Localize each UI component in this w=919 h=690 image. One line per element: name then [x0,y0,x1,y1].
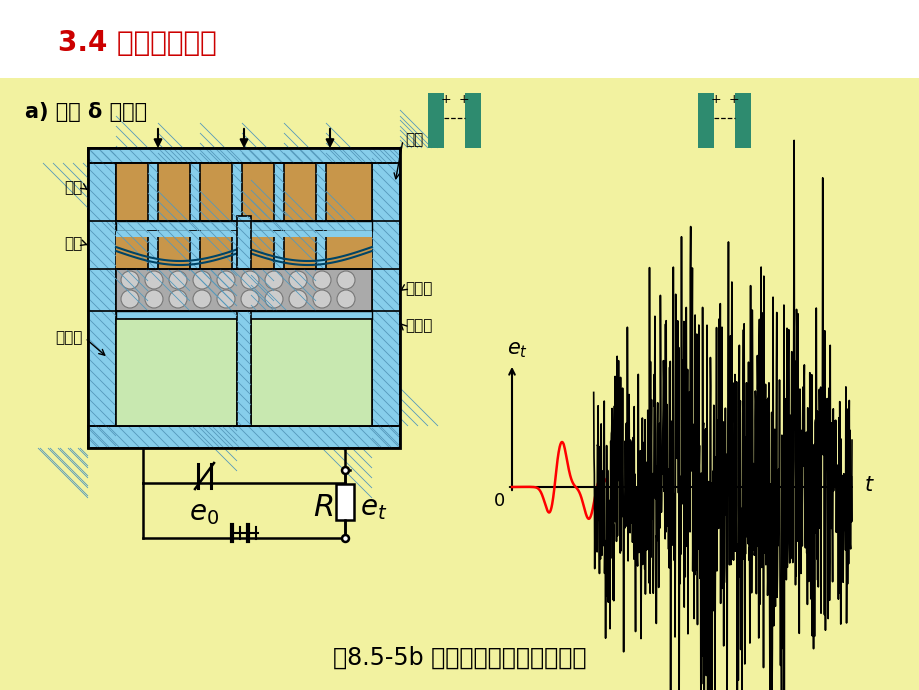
Circle shape [289,290,307,308]
Bar [0,78,919,690]
Text: +: + [459,93,469,106]
Bar [148,231,158,269]
Bar [315,231,325,269]
Bar [88,426,400,448]
Text: 内腔: 内腔 [64,237,83,251]
Text: $R$: $R$ [312,493,333,522]
Text: 振膜: 振膜 [404,132,423,148]
Bar [116,269,371,311]
Text: 绝缘体: 绝缘体 [404,319,432,333]
Circle shape [336,290,355,308]
Text: +: + [440,93,451,106]
Bar [734,93,750,148]
Bar [116,231,371,269]
Bar [274,163,284,221]
Bar [88,148,400,448]
Bar [116,231,371,237]
Bar [88,148,400,163]
Text: $t$: $t$ [863,475,874,495]
Circle shape [289,271,307,289]
Circle shape [121,271,139,289]
Text: 0: 0 [494,492,505,510]
Text: $e_t$: $e_t$ [359,494,387,522]
Bar [698,93,713,148]
Bar [232,231,242,269]
Bar [190,231,199,269]
Circle shape [312,271,331,289]
Text: $e_t$: $e_t$ [506,339,528,359]
Bar [315,163,325,221]
Bar [427,93,444,148]
Bar [464,93,481,148]
Bar [274,231,284,269]
Circle shape [217,290,234,308]
Text: +: + [728,93,739,106]
Bar [116,163,371,221]
Text: 3.4 电容式传感器: 3.4 电容式传感器 [58,29,217,57]
Bar [116,311,371,319]
Circle shape [193,290,210,308]
Bar [237,311,251,426]
Circle shape [145,290,163,308]
Text: 图8.5-5b 电容式传感器的电路原理: 图8.5-5b 电容式传感器的电路原理 [333,646,586,670]
Bar [88,148,116,448]
Text: +: + [709,93,720,106]
Circle shape [265,290,283,308]
Text: 阻尼孔: 阻尼孔 [404,282,432,297]
Circle shape [193,271,210,289]
Bar [116,221,371,231]
Circle shape [169,271,187,289]
Circle shape [169,290,187,308]
Circle shape [265,271,283,289]
Bar [371,148,400,448]
Text: $e_0$: $e_0$ [188,499,219,527]
Text: a) 极距 δ 变化型: a) 极距 δ 变化型 [25,102,147,122]
Circle shape [312,290,331,308]
Circle shape [121,290,139,308]
Circle shape [145,271,163,289]
Bar [148,163,158,221]
Bar [232,163,242,221]
Text: 背极: 背极 [64,181,83,195]
Circle shape [336,271,355,289]
Bar [335,484,354,520]
Bar [190,163,199,221]
Circle shape [217,271,234,289]
Text: 毛细孔: 毛细孔 [55,331,83,346]
Circle shape [241,271,259,289]
Bar [251,319,371,426]
Bar [116,319,237,426]
Circle shape [241,290,259,308]
Bar [237,216,251,269]
